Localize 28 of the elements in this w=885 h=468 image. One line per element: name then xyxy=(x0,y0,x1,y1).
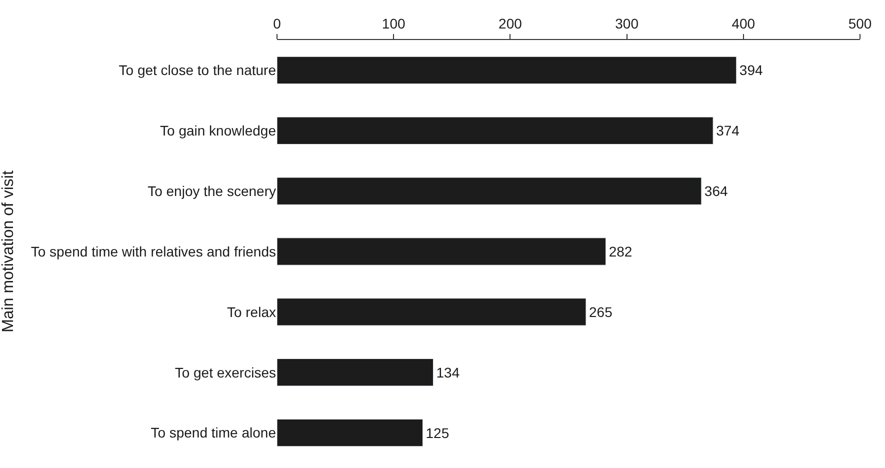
data-label: 125 xyxy=(426,424,450,441)
x-tick-label: 300 xyxy=(615,15,639,32)
y-axis-title: Main motivation of visit xyxy=(0,170,17,332)
data-label: 364 xyxy=(704,183,728,200)
y-tick-label: To relax xyxy=(226,304,276,320)
x-tick-label: 100 xyxy=(382,15,406,32)
data-label: 374 xyxy=(716,122,740,139)
y-tick-label: To get exercises xyxy=(174,364,276,380)
y-tick-label: To spend time alone xyxy=(150,424,276,441)
data-label: 265 xyxy=(588,304,613,320)
y-tick-label: To spend time with relatives and friends xyxy=(30,243,276,260)
bar xyxy=(277,418,423,447)
bar xyxy=(277,238,606,266)
y-tick-label: To enjoy the scenery xyxy=(148,182,276,199)
y-tick-label: To get close to the nature xyxy=(118,62,276,78)
data-label: 394 xyxy=(739,62,763,78)
bar xyxy=(277,298,586,326)
bar xyxy=(277,56,737,84)
bar xyxy=(277,116,714,144)
y-tick-label: To gain knowledge xyxy=(160,122,276,139)
x-tick-label: 200 xyxy=(498,15,522,32)
data-label: 134 xyxy=(436,364,460,380)
bar xyxy=(277,358,434,386)
bar xyxy=(277,177,702,205)
x-tick-label: 400 xyxy=(732,15,756,32)
data-label: 282 xyxy=(608,244,632,260)
x-tick-label: 0 xyxy=(273,15,282,32)
x-tick-label: 500 xyxy=(848,15,872,32)
